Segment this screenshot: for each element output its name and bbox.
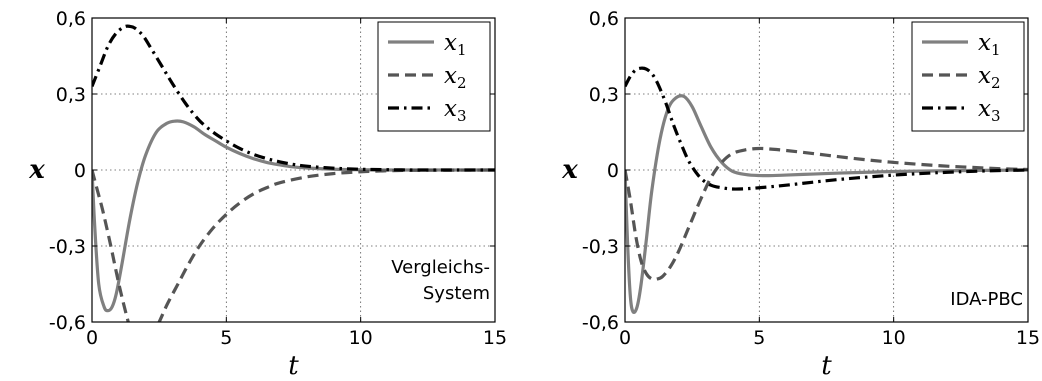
legend-label-x3: x3 — [444, 96, 467, 125]
legend-label-x2: x2 — [978, 63, 1001, 92]
y-axis-label: x — [28, 155, 45, 185]
x-tick-label: 5 — [220, 327, 232, 349]
panel-annotation: System — [423, 283, 490, 304]
x-tick-label: 15 — [1016, 327, 1040, 349]
chart-panel-right: 0 5 10 15 -0,6 -0,3 0 0,3 0,6 t x x1 x2 x3 IDA-PBC — [561, 8, 1040, 381]
legend-label-x3: x3 — [978, 96, 1001, 125]
x-tick-label: 0 — [619, 327, 631, 349]
legend: x1 x2 x3 — [377, 21, 491, 132]
x-tick-label: 10 — [349, 327, 373, 349]
y-tick-label: 0 — [74, 160, 86, 182]
chart-panel-left: 0 5 10 15 -0,6 -0,3 0 0,3 0,6 t x x1 x2 x3 Vergleichs-… — [28, 8, 507, 381]
series-line-x3 — [625, 66, 1028, 191]
y-tick-label: 0,6 — [589, 8, 619, 30]
y-tick-label: -0,3 — [49, 236, 86, 258]
y-tick-label: 0 — [607, 160, 619, 182]
x-tick-label: 15 — [483, 327, 507, 349]
series-line-x1 — [625, 94, 1028, 314]
legend-label-x1: x1 — [444, 30, 467, 59]
x-axis-label: t — [288, 351, 299, 381]
x-tick-label: 0 — [86, 327, 98, 349]
y-tick-label: -0,6 — [49, 312, 86, 334]
y-tick-label: 0,6 — [56, 8, 86, 30]
series-line-x2 — [92, 168, 495, 322]
series-line-x2 — [625, 146, 1028, 282]
panel-annotation: IDA-PBC — [950, 289, 1023, 310]
y-tick-label: 0,3 — [589, 84, 619, 106]
series-line-x3 — [92, 24, 495, 172]
y-axis-label: x — [561, 155, 578, 185]
legend-label-x2: x2 — [444, 63, 467, 92]
x-tick-label: 10 — [882, 327, 906, 349]
legend: x1 x2 x3 — [911, 21, 1025, 132]
x-tick-label: 5 — [753, 327, 765, 349]
y-tick-label: -0,3 — [582, 236, 619, 258]
panel-annotation: Vergleichs- — [391, 257, 490, 278]
x-axis-label: t — [821, 351, 832, 381]
legend-label-x1: x1 — [978, 30, 1001, 59]
y-tick-label: -0,6 — [582, 312, 619, 334]
y-tick-label: 0,3 — [56, 84, 86, 106]
